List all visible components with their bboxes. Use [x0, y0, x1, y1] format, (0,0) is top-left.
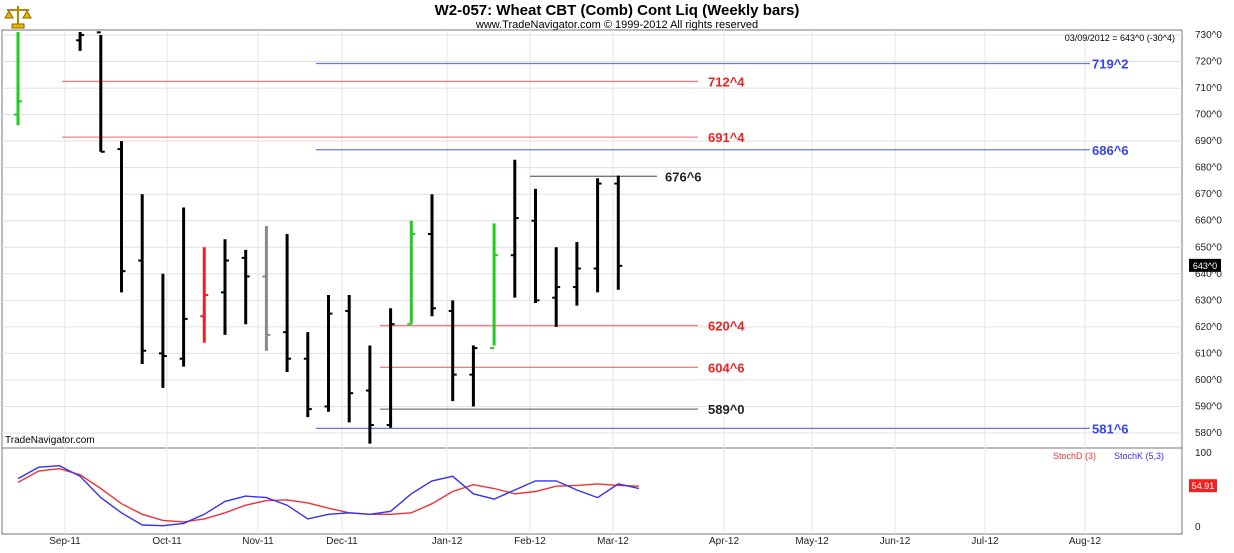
stoch-series-line	[17, 467, 640, 523]
level-label: 620^4	[708, 319, 745, 334]
y-tick-label: 690^0	[1195, 136, 1222, 147]
level-label: 581^6	[1092, 421, 1129, 436]
stoch-value-tag	[1189, 479, 1217, 493]
x-tick-label: Sep-11	[49, 536, 81, 547]
x-tick-label: Aug-12	[1069, 536, 1102, 547]
last-price-label: 643^0	[1193, 261, 1217, 271]
y-tick-label: 730^0	[1195, 30, 1222, 41]
stoch-tick-label: 0	[1195, 522, 1201, 533]
quote-readout: 03/09/2012 = 643^0 (-30^4)	[1065, 33, 1175, 43]
x-tick-label: Apr-12	[709, 536, 739, 547]
stochastic-lines	[17, 464, 640, 527]
level-label: 676^6	[665, 169, 702, 184]
level-label: 719^2	[1092, 57, 1129, 72]
last-price-tag	[1189, 258, 1221, 272]
y-tick-label: 590^0	[1195, 401, 1222, 412]
level-label: 686^6	[1092, 143, 1129, 158]
y-tick-label: 580^0	[1195, 428, 1222, 439]
x-tick-label: Oct-11	[152, 536, 182, 547]
watermark: TradeNavigator.com	[5, 435, 95, 446]
stoch-series-line	[17, 464, 640, 527]
level-label: 604^6	[708, 360, 745, 375]
y-tick-label: 600^0	[1195, 375, 1222, 386]
price-panel	[1, 29, 1183, 449]
x-tick-label: Nov-11	[242, 536, 274, 547]
level-lines: 719^2 712^4 691^4 686^6 676^6 620^4 604^6 589^0…	[62, 57, 1129, 436]
x-tick-label: Dec-11	[326, 536, 358, 547]
y-tick-label: 660^0	[1195, 216, 1222, 227]
chart-copyright: www.TradeNavigator.com © 1999-2012 All r…	[475, 19, 758, 31]
y-tick-label: 720^0	[1195, 57, 1222, 68]
stoch-tick-label: 100	[1195, 448, 1212, 459]
x-tick-label: Feb-12	[514, 536, 546, 547]
stoch-legend-d: StochD (3)	[1053, 451, 1096, 461]
stoch-value-label: 54.91	[1192, 481, 1215, 491]
axes: 580^0 590^0 600^0 610^0 620^0 630^0 640^0 650^0…	[49, 30, 1222, 547]
x-tick-label: Jul-12	[971, 536, 999, 547]
stoch-legend-k: StochK (5,3)	[1114, 451, 1164, 461]
chart-title: W2-057: Wheat CBT (Comb) Cont Liq (Weekl…	[435, 2, 800, 19]
y-tick-label: 670^0	[1195, 189, 1222, 200]
level-label: 589^0	[708, 402, 745, 417]
price-bars	[14, 31, 623, 444]
y-tick-label: 630^0	[1195, 295, 1222, 306]
y-tick-label: 680^0	[1195, 163, 1222, 174]
y-tick-label: 700^0	[1195, 110, 1222, 121]
y-tick-label: 640^0	[1195, 269, 1222, 280]
y-tick-label: 650^0	[1195, 242, 1222, 253]
level-label: 712^4	[708, 74, 745, 89]
y-tick-label: 620^0	[1195, 322, 1222, 333]
x-tick-label: Jan-12	[432, 536, 463, 547]
scales-icon	[4, 6, 32, 29]
x-tick-label: May-12	[795, 536, 829, 547]
y-tick-label: 710^0	[1195, 83, 1222, 94]
level-label: 691^4	[708, 130, 745, 145]
y-tick-label: 610^0	[1195, 348, 1222, 359]
x-tick-label: Mar-12	[597, 536, 629, 547]
grid	[2, 30, 1182, 534]
x-tick-label: Jun-12	[880, 536, 911, 547]
